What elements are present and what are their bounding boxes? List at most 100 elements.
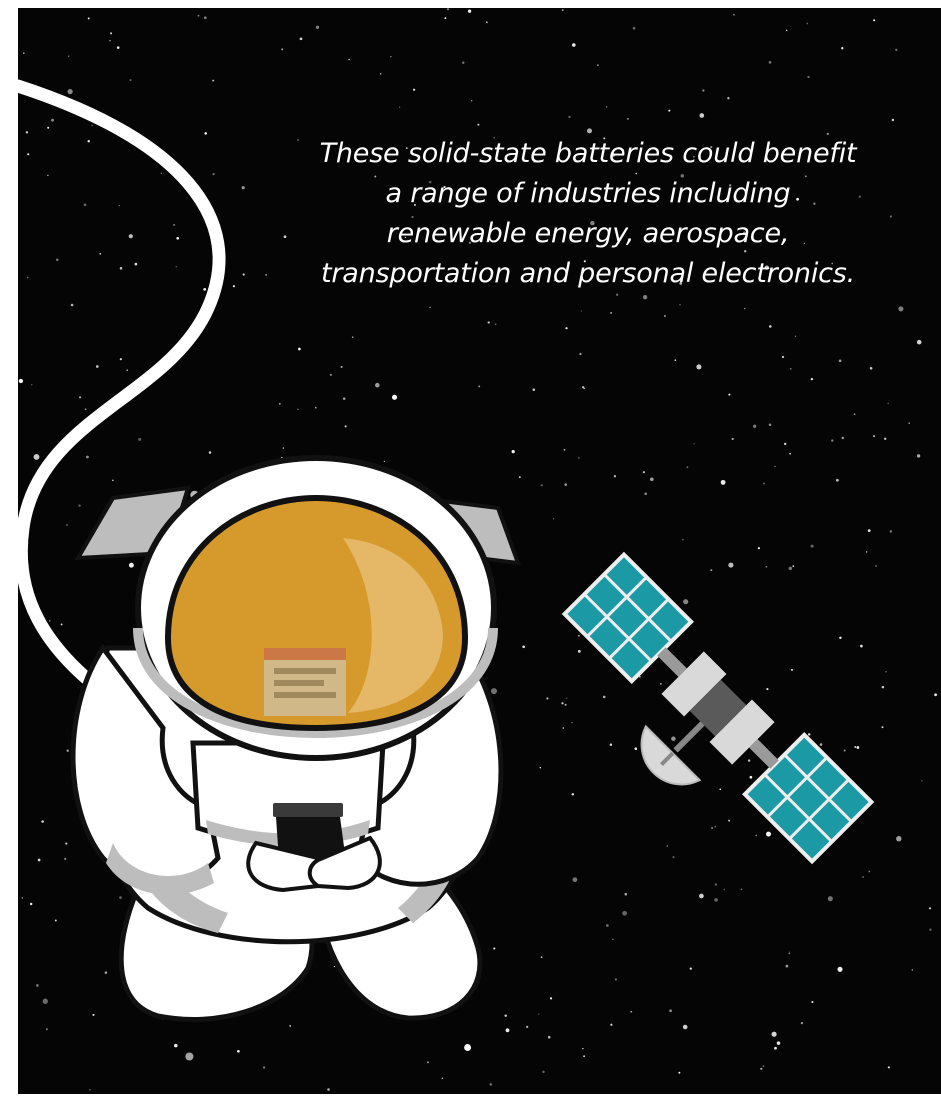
star: [31, 384, 33, 386]
star: [580, 310, 582, 312]
star: [732, 13, 735, 16]
star: [626, 117, 629, 120]
star: [908, 422, 910, 424]
star: [889, 215, 892, 218]
star: [110, 32, 113, 35]
star: [553, 279, 556, 282]
star: [340, 365, 343, 369]
star: [413, 203, 416, 206]
star: [615, 293, 619, 296]
star: [212, 79, 215, 82]
star: [351, 336, 354, 338]
star: [237, 1049, 240, 1053]
star: [679, 303, 681, 306]
star: [411, 215, 414, 219]
star: [327, 1088, 330, 1091]
star: [571, 721, 573, 724]
star: [582, 386, 585, 389]
star: [33, 453, 40, 460]
star: [118, 204, 120, 207]
star: [689, 967, 692, 970]
star: [203, 16, 207, 20]
star: [642, 471, 645, 474]
star: [740, 888, 743, 891]
star: [549, 997, 553, 1000]
star: [788, 566, 793, 571]
star: [867, 529, 871, 532]
star: [934, 693, 937, 697]
star: [564, 483, 567, 486]
star: [315, 25, 320, 29]
satellite-body-right: [709, 699, 775, 765]
star: [702, 89, 705, 92]
star: [858, 195, 861, 198]
star: [881, 685, 885, 689]
star: [666, 845, 668, 847]
star: [810, 377, 814, 381]
star: [841, 436, 845, 440]
star: [843, 749, 846, 752]
star: [42, 998, 48, 1004]
star: [768, 423, 772, 426]
star: [766, 831, 771, 837]
star: [54, 919, 57, 922]
star: [412, 88, 416, 91]
star: [297, 139, 299, 141]
star: [807, 733, 811, 736]
star: [262, 1066, 266, 1069]
star: [429, 306, 432, 309]
star: [278, 402, 281, 405]
star: [766, 688, 769, 691]
star: [242, 273, 245, 276]
star: [680, 174, 685, 178]
star: [241, 186, 245, 190]
star: [578, 457, 580, 459]
star: [92, 1013, 95, 1016]
star: [669, 1009, 672, 1013]
star: [884, 437, 887, 440]
star: [487, 321, 490, 324]
star: [568, 115, 571, 119]
star: [160, 172, 162, 174]
star: [468, 241, 472, 244]
star: [660, 683, 662, 685]
star: [881, 726, 884, 729]
star: [493, 137, 495, 139]
star: [66, 524, 68, 526]
star: [776, 1041, 781, 1045]
star: [563, 448, 566, 451]
star: [552, 518, 555, 520]
star: [204, 132, 207, 135]
star: [511, 449, 515, 454]
star: [811, 1000, 814, 1004]
star: [610, 1023, 613, 1026]
star: [760, 1067, 763, 1070]
star: [87, 17, 90, 20]
star: [542, 1070, 545, 1074]
star: [282, 447, 285, 449]
star: [807, 75, 810, 79]
star: [671, 736, 676, 741]
star: [771, 1031, 777, 1037]
star: [753, 424, 757, 428]
star: [644, 492, 647, 495]
star: [344, 425, 347, 428]
star: [41, 820, 44, 823]
star: [134, 262, 138, 266]
star: [95, 365, 99, 368]
star: [30, 902, 33, 906]
star: [119, 267, 123, 270]
star: [138, 437, 142, 441]
star: [603, 137, 606, 140]
star: [399, 106, 401, 108]
star: [743, 231, 746, 235]
star: [540, 956, 543, 958]
star: [583, 1055, 586, 1058]
star: [37, 858, 41, 862]
star: [561, 9, 564, 12]
star: [630, 1010, 633, 1013]
star: [526, 1025, 529, 1028]
star: [693, 156, 695, 158]
star: [26, 276, 29, 279]
star: [781, 355, 785, 359]
